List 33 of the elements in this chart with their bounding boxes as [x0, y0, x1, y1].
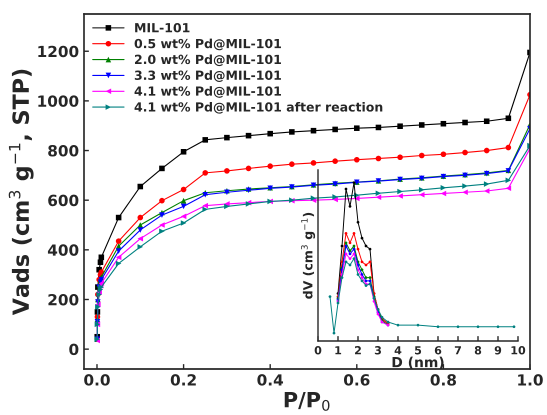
x-tick-label: 1.0	[518, 374, 543, 386]
x-tick-label: 1	[335, 346, 342, 354]
y-tick-label: 1000	[38, 95, 78, 107]
x-tick-label: 0.4	[257, 374, 284, 386]
x-tick-label: 9	[494, 346, 502, 354]
y-tick-label: 1200	[38, 46, 78, 58]
y-tick-label: 800	[48, 145, 78, 157]
x-tick-label: 8	[474, 346, 482, 354]
x-tick-label: 7	[454, 346, 461, 354]
legend-label: MIL-101	[135, 22, 190, 32]
x-tick-label: 5	[414, 346, 422, 354]
legend-label: 4.1 wt% Pd@MIL-101 after reaction	[134, 102, 382, 114]
x-tick-label: 0.0	[84, 374, 110, 386]
legend-label: 2.0 wt% Pd@MIL-101	[134, 54, 281, 66]
y-axis-title: Vads (cm$^{3}$ g$^{−1}$, STP)	[8, 70, 34, 316]
legend-label: 0.5 wt% Pd@MIL-101	[134, 38, 281, 50]
x-tick-label: 0.8	[430, 374, 456, 386]
x-tick-label: 10	[512, 346, 526, 354]
x-tick-label: 0.6	[344, 374, 370, 386]
x-tick-label: 6	[434, 346, 442, 354]
x-tick-label: 4	[394, 346, 402, 354]
y-tick-label: 400	[48, 244, 78, 256]
x-axis-title: P/P$_{0}$	[284, 392, 330, 411]
y-axis-title: dV (cm$^{3}$ g$^{−1}$)	[301, 212, 316, 299]
legend-label: 3.3 wt% Pd@MIL-101	[134, 70, 281, 82]
legend-label: 4.1 wt% Pd@MIL-101	[134, 86, 281, 98]
y-tick-label: 600	[48, 194, 78, 206]
x-tick-label: 3	[374, 346, 381, 354]
y-tick-label: 200	[48, 294, 78, 306]
x-tick-label: 0	[314, 346, 322, 354]
x-tick-label: 0.2	[170, 374, 196, 386]
x-axis-title: D (nm)	[392, 356, 444, 369]
x-tick-label: 2	[355, 346, 361, 354]
